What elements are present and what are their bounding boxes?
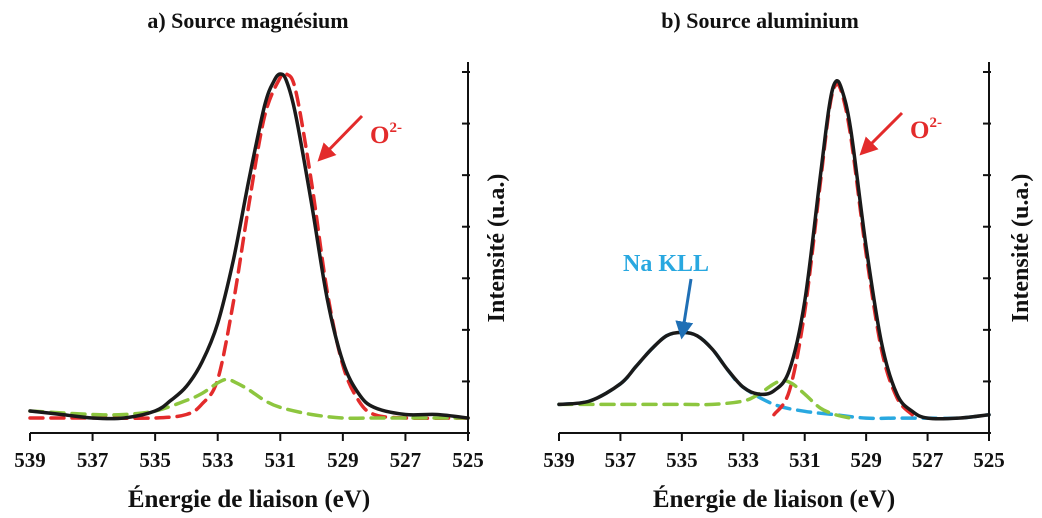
- panel-a-title: a) Source magnésium: [147, 8, 348, 33]
- panel-b-plot-area: [557, 78, 991, 421]
- panel-b-o2-annotation-label: O2-: [910, 115, 942, 144]
- panel-b-y-axis-label: Intensité (u.a.): [1008, 174, 1034, 323]
- panel-a-y-ticks: [462, 71, 470, 434]
- panel-a-x-tick-label: 525: [452, 448, 484, 472]
- panel-b-x-tick-label: 539: [543, 448, 575, 472]
- panel-a-x-ticks: 539 537 535 533 531 529 527 525: [14, 433, 484, 472]
- panel-b-na-kll-annotation-label: Na KLL: [623, 251, 709, 277]
- panel-b-x-axis-label: Énergie de liaison (eV): [653, 485, 895, 513]
- panel-b-series-3-line: [557, 378, 853, 420]
- panel-a-series-0-line: [28, 72, 470, 421]
- panel-b-series-2-line: [772, 82, 914, 417]
- panel-b-o2-annotation-text: O: [910, 117, 929, 144]
- panel-b-o2-annotation-arrow: [859, 111, 904, 156]
- panel-a-x-tick-label: 539: [14, 448, 46, 472]
- panel-b-y-ticks: [983, 71, 991, 434]
- panel-b-x-tick-label: 537: [605, 448, 637, 472]
- panel-b-na-kll-annotation-arrow: [675, 278, 694, 340]
- panel-a-x-tick-label: 527: [390, 448, 422, 472]
- panel-b-chart: b) Source aluminium 539 537 535 533 531 529 52…: [543, 8, 1034, 513]
- panel-a-plot-area: [28, 70, 470, 421]
- panel-b-x-tick-label: 531: [789, 448, 821, 472]
- panel-a-y-axis-label: Intensité (u.a.): [484, 174, 510, 323]
- panel-b-x-tick-label: 533: [728, 448, 760, 472]
- panel-a-series-1-line: [28, 70, 470, 421]
- panel-b-x-ticks: 539 537 535 533 531 529 527 525: [543, 433, 1005, 472]
- panel-a-chart: a) Source magnésium 539 537 535 533 531 529 52…: [14, 8, 510, 513]
- panel-b-x-tick-label: 529: [850, 448, 882, 472]
- panel-a-x-axis-label: Énergie de liaison (eV): [128, 485, 370, 513]
- panel-a-x-tick-label: 537: [77, 448, 109, 472]
- panel-a-o2-annotation-label: O2-: [370, 120, 402, 149]
- panel-b-o2-annotation-sup: 2-: [929, 115, 942, 131]
- panel-b-x-tick-label: 535: [666, 448, 698, 472]
- panel-a-o2-annotation-text: O: [370, 122, 389, 149]
- panel-b-x-tick-label: 525: [973, 448, 1005, 472]
- panel-a-x-tick-label: 529: [327, 448, 359, 472]
- panel-a-x-tick-label: 533: [202, 448, 234, 472]
- panel-b-x-tick-label: 527: [912, 448, 944, 472]
- panel-a-o2-annotation-arrow: [317, 114, 364, 162]
- panel-a-x-tick-label: 531: [265, 448, 297, 472]
- panel-a-o2-annotation-sup: 2-: [389, 120, 402, 136]
- panel-a-x-tick-label: 535: [139, 448, 171, 472]
- panel-b-title: b) Source aluminium: [661, 8, 859, 33]
- panel-b-series-0-line: [557, 78, 991, 421]
